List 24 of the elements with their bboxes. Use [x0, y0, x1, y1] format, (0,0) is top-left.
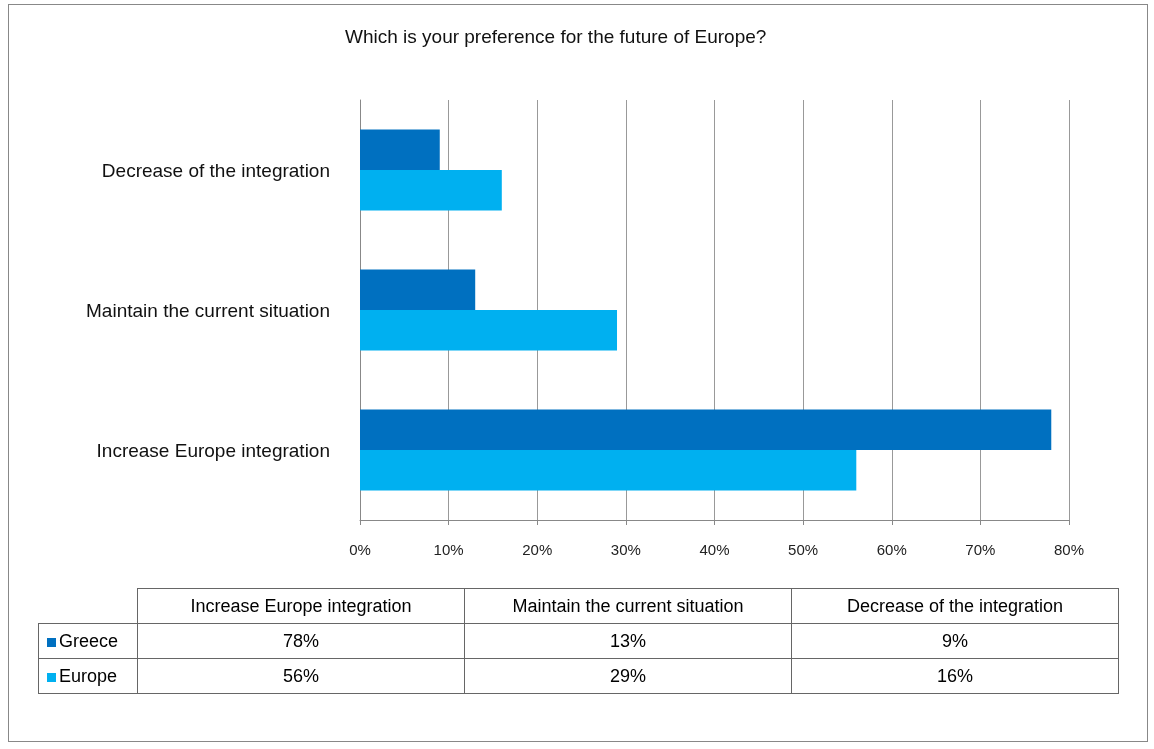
text: 56% — [137, 658, 465, 694]
x-tick-label: 50% — [788, 541, 819, 558]
x-tick-label: 70% — [965, 541, 996, 558]
x-tick-label: 10% — [433, 541, 464, 558]
text: 29% — [464, 658, 792, 694]
text: 78% — [137, 623, 465, 659]
legend-label: Europe — [38, 658, 138, 694]
y-tick-label: Decrease of the integration — [101, 159, 330, 181]
category-label: Decrease of the integration — [846, 595, 1064, 616]
x-tick-label: 0% — [349, 541, 371, 558]
x-tick-label: 60% — [876, 541, 907, 558]
category-label: Increase Europe integration — [190, 595, 412, 616]
text: 9% — [791, 623, 1119, 659]
x-tick-label: 80% — [1053, 541, 1085, 558]
chart-title: Which is your preference for the future of Europe? — [345, 26, 767, 47]
y-tick-label: Increase Europe integration — [96, 439, 330, 461]
y-tick-label: Maintain the current situation — [86, 299, 330, 321]
category-label: Maintain the current situation — [512, 595, 744, 616]
text: 16% — [791, 658, 1119, 694]
x-tick-label: 20% — [522, 541, 553, 558]
x-tick-label: 30% — [610, 541, 641, 558]
legend-label: Greece — [38, 623, 138, 659]
x-tick-label: 40% — [699, 541, 730, 558]
text: 13% — [464, 623, 792, 659]
